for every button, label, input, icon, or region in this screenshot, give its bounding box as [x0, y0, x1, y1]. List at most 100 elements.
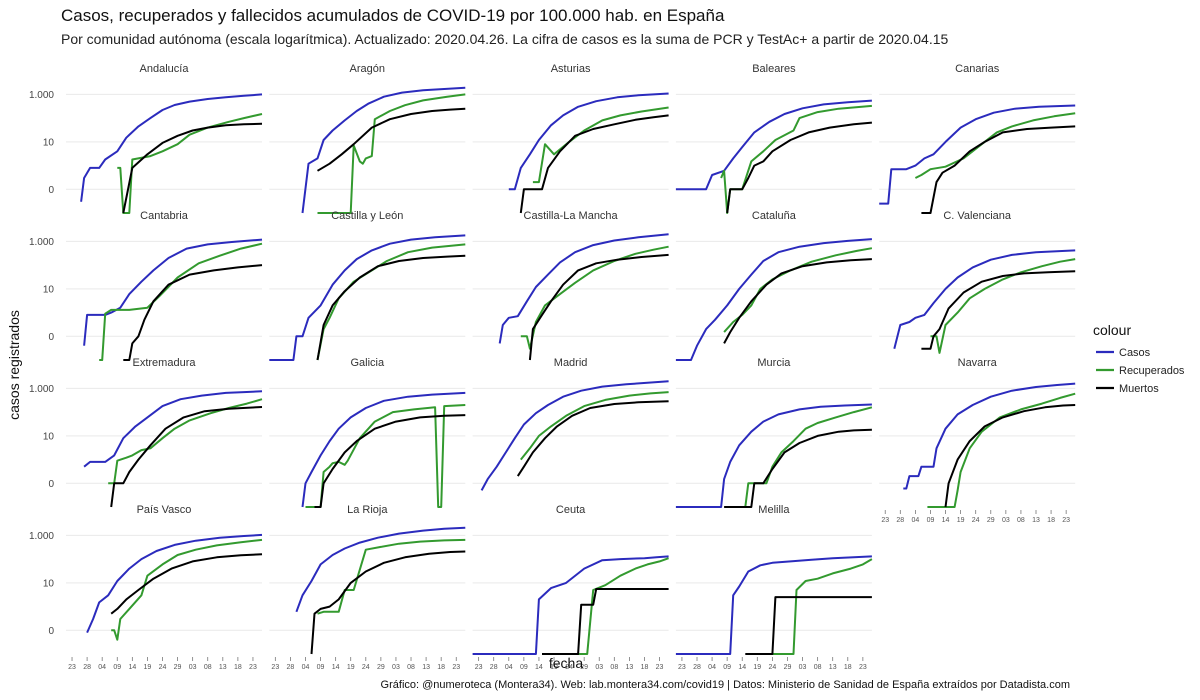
x-tick-label: 14: [332, 664, 340, 671]
panel-andalucia: Andalucía 1.000 10 0: [29, 63, 263, 214]
series-line-recuperados: [760, 558, 873, 655]
series-line-casos: [675, 238, 872, 361]
series-line-muertos: [314, 414, 466, 508]
panel-title: Cataluña: [752, 210, 797, 222]
x-tick-label: 23: [249, 664, 257, 671]
series-line-muertos: [528, 253, 669, 361]
series-line-recuperados: [305, 404, 466, 508]
x-tick-label: 28: [896, 517, 904, 524]
series-line-recuperados: [117, 113, 263, 214]
y-tick-label: 1.000: [29, 531, 54, 542]
x-tick-label: 28: [287, 664, 295, 671]
series-line-recuperados: [111, 538, 263, 641]
x-tick-label: 28: [693, 664, 701, 671]
chart-title: Casos, recuperados y fallecidos acumulad…: [61, 6, 725, 25]
x-tick-label: 08: [407, 664, 415, 671]
x-tick-label: 08: [1017, 517, 1025, 524]
series-line-casos: [675, 99, 872, 191]
series-line-muertos: [123, 264, 263, 361]
x-tick-label: 14: [128, 664, 136, 671]
series-line-muertos: [921, 270, 1076, 350]
series-line-recuperados: [927, 392, 1076, 508]
panel-melilla: Melilla 23 28 04 09 14 19 24 29 03 08 13 18 23: [675, 504, 873, 671]
legend-label-recuperados: Recuperados: [1119, 365, 1185, 377]
y-tick-label: 10: [43, 431, 55, 442]
x-tick-label: 23: [656, 664, 664, 671]
x-tick-label: 13: [626, 664, 634, 671]
legend-label-muertos: Muertos: [1119, 383, 1159, 395]
panel-title: Madrid: [554, 357, 588, 369]
panel-title: Andalucía: [140, 63, 190, 75]
chart-subtitle: Por comunidad autónoma (escala logarítmi…: [61, 31, 949, 47]
series-line-muertos: [542, 588, 669, 655]
x-tick-label: 04: [302, 664, 310, 671]
panel-baleares: Baleares: [675, 63, 872, 214]
series-line-recuperados: [557, 557, 669, 655]
series-line-casos: [83, 238, 263, 346]
series-line-casos: [80, 93, 263, 202]
panel-title: Cantabria: [140, 210, 189, 222]
series-line-casos: [508, 92, 669, 191]
panel-canarias: Canarias: [879, 63, 1076, 214]
series-line-muertos: [110, 406, 263, 508]
panel-title: La Rioja: [347, 504, 388, 516]
x-tick-label: 13: [1032, 517, 1040, 524]
x-tick-label: 14: [738, 664, 746, 671]
x-tick-label: 24: [159, 664, 167, 671]
panel-title: Aragón: [350, 63, 385, 75]
legend: colour Casos Recuperados Muertos: [1093, 322, 1185, 395]
series-line-casos: [675, 555, 872, 655]
x-tick-label: 18: [437, 664, 445, 671]
series-line-casos: [480, 380, 669, 491]
x-tick-label: 24: [768, 664, 776, 671]
x-tick-label: 13: [422, 664, 430, 671]
series-line-recuperados: [520, 245, 669, 350]
series-line-muertos: [110, 553, 263, 615]
series-line-muertos: [726, 121, 872, 214]
series-line-casos: [83, 390, 263, 468]
x-tick-label: 04: [911, 517, 919, 524]
x-tick-label: 03: [1002, 517, 1010, 524]
x-tick-label: 23: [1062, 517, 1070, 524]
y-tick-label: 1.000: [29, 237, 54, 248]
y-axis-title: casos registrados: [6, 310, 22, 420]
panel-galicia: Galicia: [269, 357, 466, 508]
x-tick-label: 08: [204, 664, 212, 671]
series-line-muertos: [723, 258, 872, 344]
x-tick-label: 08: [610, 664, 618, 671]
panel-title: Asturias: [551, 63, 591, 75]
x-tick-label: 04: [505, 664, 513, 671]
x-tick-label: 29: [987, 517, 995, 524]
legend-title: colour: [1093, 322, 1131, 338]
x-tick-label: 09: [927, 517, 935, 524]
x-tick-label: 14: [942, 517, 950, 524]
x-tick-label: 28: [83, 664, 91, 671]
x-tick-label: 19: [347, 664, 355, 671]
x-axis-title: fecha: [549, 655, 583, 671]
x-tick-label: 19: [144, 664, 152, 671]
y-tick-label: 0: [48, 185, 54, 196]
y-tick-label: 0: [48, 332, 54, 343]
panel-title: País Vasco: [137, 504, 192, 516]
panel-navarra: Navarra 23 28 04 09 14 19 24 29 03 08 13 18 23: [879, 357, 1076, 524]
x-tick-label: 03: [799, 664, 807, 671]
series-line-recuperados: [317, 93, 466, 214]
series-line-muertos: [921, 125, 1076, 214]
x-tick-label: 09: [723, 664, 731, 671]
y-tick-label: 1.000: [29, 90, 54, 101]
x-tick-label: 04: [708, 664, 716, 671]
series-line-casos: [269, 234, 466, 361]
series-line-casos: [301, 391, 466, 508]
panel-cantabria: Cantabria 1.000 10 0: [29, 210, 263, 361]
x-tick-label: 29: [174, 664, 182, 671]
series-line-recuperados: [930, 258, 1076, 354]
x-tick-label: 23: [452, 664, 460, 671]
y-tick-label: 0: [48, 626, 54, 637]
series-line-casos: [86, 533, 263, 634]
series-line-muertos: [316, 254, 466, 361]
panel-title: Baleares: [752, 63, 796, 75]
series-line-recuperados: [520, 391, 669, 461]
x-tick-label: 23: [678, 664, 686, 671]
panel-ceuta: Ceuta 23 28 04 09 14 19 24 29 03 08 13 18 23: [472, 504, 669, 671]
